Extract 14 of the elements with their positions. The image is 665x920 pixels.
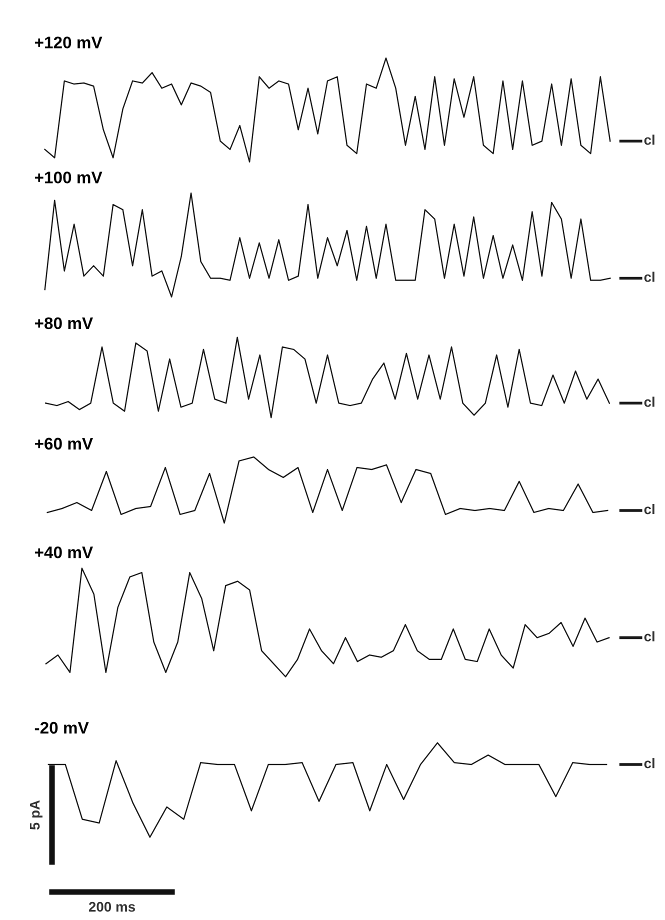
text: cl <box>644 758 654 768</box>
text: cl <box>644 631 654 642</box>
text: cl <box>644 272 654 282</box>
chart-title: +100 mV <box>34 172 102 184</box>
text: cl <box>644 134 654 145</box>
chart-title: +120 mV <box>34 36 102 48</box>
text: cl <box>644 504 654 514</box>
text: cl <box>644 396 654 407</box>
chart-title: +80 mV <box>34 317 93 330</box>
text: 200 ms <box>88 902 135 912</box>
annotation: 5 pA <box>30 800 42 830</box>
chart-title: -20 mV <box>34 722 89 734</box>
chart-title: +40 mV <box>34 546 93 558</box>
chart-title: +60 mV <box>34 438 93 450</box>
